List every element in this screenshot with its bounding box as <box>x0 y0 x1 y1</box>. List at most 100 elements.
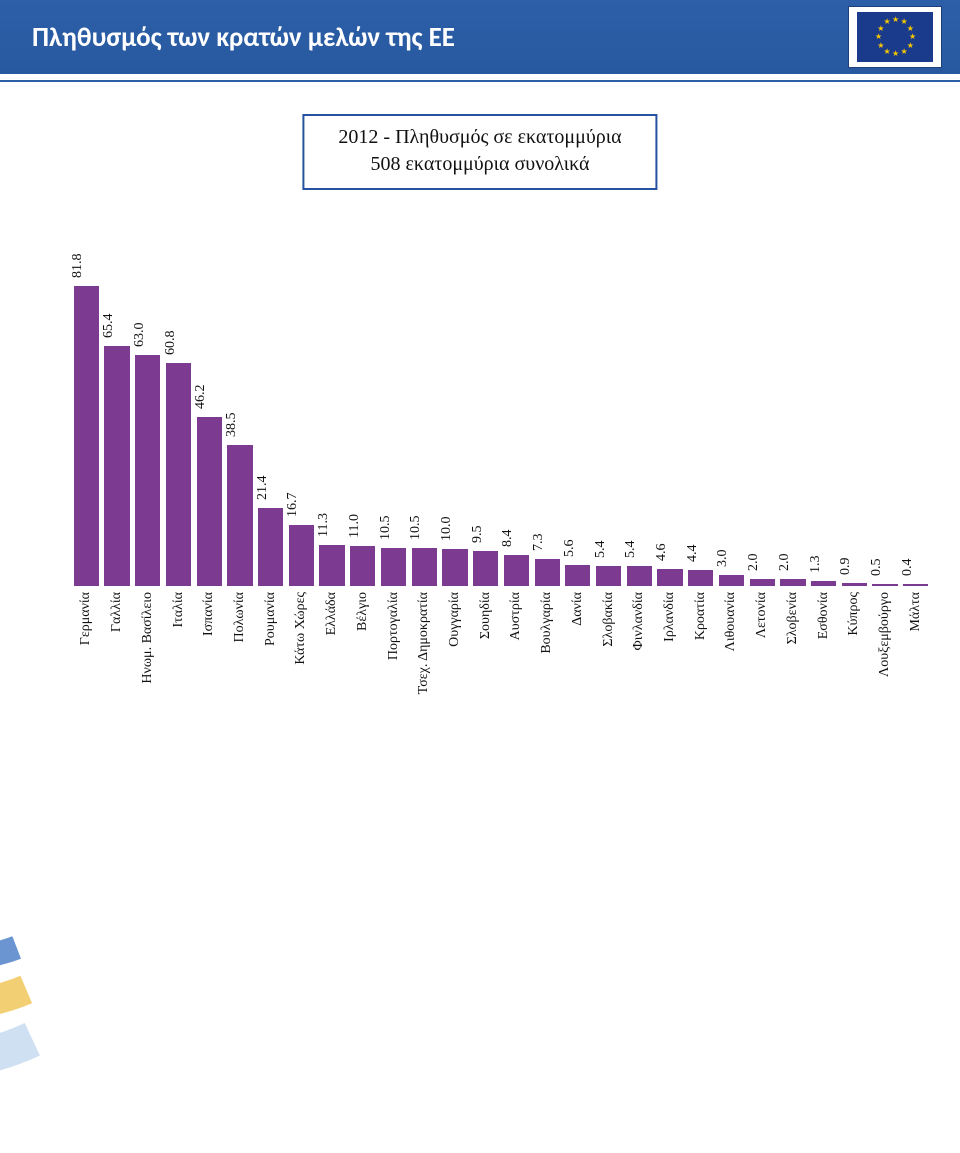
bar-rect <box>135 355 160 586</box>
bar-rect <box>565 565 590 586</box>
label-col: Ρουμανία <box>256 586 285 720</box>
label-col: Τσεχ. Δημοκρατία <box>410 586 439 720</box>
header-bar: Πληθυσμός των κρατών μελών της ΕΕ ★★★★★★… <box>0 0 960 74</box>
bar-col: 16.7 <box>287 525 316 586</box>
eu-flag-star-icon: ★ <box>877 43 883 49</box>
bar-value-label: 2.0 <box>746 553 762 571</box>
bar-col: 11.3 <box>318 545 347 586</box>
bar-value-label: 10.0 <box>439 517 455 542</box>
bar-rect <box>381 548 406 587</box>
bar-rect <box>504 555 529 586</box>
bar-col: 9.5 <box>471 551 500 586</box>
bar-col: 10.5 <box>410 548 439 587</box>
label-col: Γερμανία <box>72 586 101 720</box>
labels-row: ΓερμανίαΓαλλίαΗνωμ. ΒασίλειοΙταλίαΙσπανί… <box>72 586 930 720</box>
bar-col: 10.0 <box>441 549 470 586</box>
label-col: Ιρλανδία <box>656 586 685 720</box>
bar-col: 21.4 <box>256 508 285 586</box>
bar-rect <box>750 579 775 586</box>
bar-value-label: 65.4 <box>101 314 117 339</box>
category-label: Γερμανία <box>78 592 94 645</box>
category-label: Τσεχ. Δημοκρατία <box>416 592 432 694</box>
bars-row: 81.865.463.060.846.238.521.416.711.311.0… <box>72 266 930 586</box>
bar-rect <box>166 363 191 586</box>
label-col: Λουξεμβούργο <box>871 586 900 720</box>
header-underline <box>0 80 960 82</box>
category-label: Βέλγιο <box>355 592 371 631</box>
category-label: Σλοβενία <box>785 592 801 644</box>
bar-rect <box>780 579 805 586</box>
label-col: Γαλλία <box>103 586 132 720</box>
bar-col: 3.0 <box>717 575 746 586</box>
label-col: Ισπανία <box>195 586 224 720</box>
category-label: Αυστρία <box>508 592 524 640</box>
category-label: Λουξεμβούργο <box>877 592 893 677</box>
bar-value-label: 8.4 <box>500 530 516 548</box>
bar-col: 7.3 <box>533 559 562 586</box>
bar-rect <box>350 546 375 586</box>
bar-rect <box>688 570 713 586</box>
bar-col: 60.8 <box>164 363 193 586</box>
bar-rect <box>197 417 222 586</box>
category-label: Σουηδία <box>478 592 494 639</box>
slide-root: Πληθυσμός των κρατών μελών της ΕΕ ★★★★★★… <box>0 0 960 720</box>
category-label: Μάλτα <box>908 592 924 632</box>
category-label: Κάτω Χώρες <box>293 592 309 665</box>
eu-flag-icon: ★★★★★★★★★★★★ <box>857 12 933 62</box>
label-col: Πολωνία <box>226 586 255 720</box>
bar-value-label: 4.4 <box>685 544 701 562</box>
category-label: Ιρλανδία <box>662 592 678 642</box>
category-label: Πολωνία <box>232 592 248 643</box>
bar-col: 4.4 <box>686 570 715 586</box>
bar-value-label: 10.5 <box>378 515 394 540</box>
bar-rect <box>535 559 560 586</box>
label-col: Βέλγιο <box>348 586 377 720</box>
bar-value-label: 2.0 <box>777 553 793 571</box>
label-col: Σλοβενία <box>779 586 808 720</box>
eu-flag-star-icon: ★ <box>892 51 898 57</box>
label-col: Κάτω Χώρες <box>287 586 316 720</box>
eu-flag-star-icon: ★ <box>909 34 915 40</box>
bar-rect <box>412 548 437 587</box>
legend-box: 2012 - Πληθυσμός σε εκατομμύρια 508 εκατ… <box>302 114 657 190</box>
bar-value-label: 5.4 <box>623 541 639 559</box>
bar-value-label: 0.9 <box>838 557 854 575</box>
legend-line-2: 508 εκατομμύρια συνολικά <box>338 153 621 176</box>
bar-value-label: 60.8 <box>163 331 179 356</box>
label-col: Κύπρος <box>840 586 869 720</box>
bar-value-label: 16.7 <box>285 492 301 517</box>
eu-flag-star-icon: ★ <box>884 19 890 25</box>
label-col: Πορτογαλία <box>379 586 408 720</box>
label-col: Λετονία <box>748 586 777 720</box>
bar-value-label: 11.0 <box>347 514 363 538</box>
category-label: Λετονία <box>754 592 770 638</box>
category-label: Φινλανδία <box>631 592 647 650</box>
label-col: Ουγγαρία <box>441 586 470 720</box>
bar-rect <box>104 346 129 586</box>
bar-col: 81.8 <box>72 286 101 586</box>
category-label: Κροατία <box>693 592 709 640</box>
category-label: Ρουμανία <box>263 592 279 646</box>
label-col: Σλοβακία <box>594 586 623 720</box>
bar-col: 46.2 <box>195 417 224 586</box>
bar-col: 4.6 <box>656 569 685 586</box>
bar-rect <box>657 569 682 586</box>
label-col: Φινλανδία <box>625 586 654 720</box>
bar-value-label: 3.0 <box>715 550 731 568</box>
bar-rect <box>627 566 652 586</box>
bar-col: 2.0 <box>779 579 808 586</box>
category-label: Ισπανία <box>201 592 217 636</box>
bar-rect <box>289 525 314 586</box>
legend-line-1: 2012 - Πληθυσμός σε εκατομμύρια <box>338 126 621 149</box>
bar-value-label: 11.3 <box>316 513 332 537</box>
bar-value-label: 38.5 <box>224 412 240 437</box>
eu-flag-star-icon: ★ <box>901 49 907 55</box>
bar-col: 5.4 <box>625 566 654 586</box>
bar-value-label: 21.4 <box>255 475 271 500</box>
eu-flag-star-icon: ★ <box>875 34 881 40</box>
bar-value-label: 7.3 <box>531 534 547 552</box>
category-label: Γαλλία <box>109 592 125 632</box>
bar-rect <box>227 445 252 586</box>
bar-value-label: 0.4 <box>900 559 916 577</box>
label-col: Ελλάδα <box>318 586 347 720</box>
